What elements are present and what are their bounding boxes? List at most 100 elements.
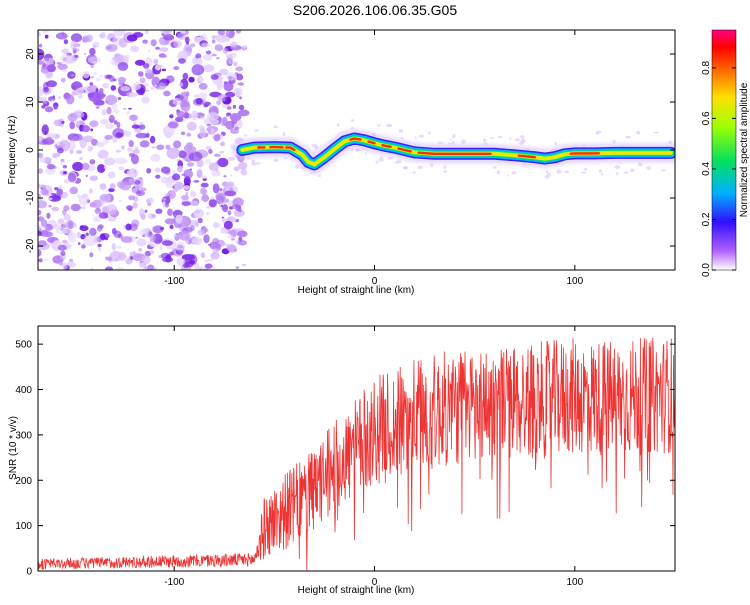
noise-blob bbox=[199, 128, 206, 138]
noise-blob bbox=[206, 51, 212, 55]
noise-dot bbox=[509, 138, 511, 140]
noise-blob bbox=[241, 169, 247, 176]
noise-blob bbox=[54, 187, 58, 190]
noise-dot bbox=[507, 175, 509, 177]
noise-blob bbox=[162, 198, 166, 201]
noise-blob bbox=[120, 182, 131, 191]
noise-blob bbox=[108, 172, 116, 179]
noise-blob bbox=[150, 243, 155, 246]
noise-blob bbox=[119, 38, 127, 48]
noise-blob bbox=[150, 87, 155, 91]
noise-blob bbox=[166, 179, 175, 189]
noise-dot bbox=[394, 162, 398, 164]
noise-blob bbox=[75, 121, 80, 126]
noise-blob bbox=[227, 106, 232, 110]
noise-blob bbox=[144, 83, 150, 87]
noise-dot bbox=[613, 140, 616, 144]
noise-dot bbox=[519, 142, 524, 145]
snr-y-label: SNR (10 * v/v) bbox=[8, 416, 19, 480]
noise-blob bbox=[99, 212, 108, 219]
noise-blob bbox=[182, 201, 191, 206]
noise-dot bbox=[599, 169, 602, 173]
noise-dot bbox=[284, 157, 288, 159]
noise-blob bbox=[187, 122, 197, 131]
noise-blob bbox=[140, 77, 146, 83]
noise-blob bbox=[219, 188, 223, 191]
noise-blob bbox=[135, 180, 141, 185]
ridge-peak bbox=[419, 153, 491, 154]
noise-dot bbox=[497, 170, 500, 174]
noise-dot bbox=[601, 173, 603, 175]
noise-blob bbox=[159, 246, 162, 249]
noise-blob bbox=[229, 31, 233, 35]
noise-blob bbox=[63, 171, 67, 174]
noise-blob bbox=[145, 210, 148, 213]
noise-blob bbox=[51, 193, 56, 195]
noise-blob bbox=[162, 240, 173, 246]
noise-blob bbox=[80, 206, 86, 209]
noise-blob bbox=[109, 75, 115, 82]
noise-blob bbox=[135, 237, 138, 239]
noise-blob bbox=[187, 162, 194, 167]
noise-blob bbox=[196, 98, 203, 104]
noise-blob bbox=[170, 225, 174, 229]
noise-dot bbox=[584, 168, 588, 171]
noise-blob bbox=[75, 88, 84, 95]
noise-blob bbox=[177, 32, 185, 40]
noise-dot bbox=[251, 160, 255, 163]
noise-blob bbox=[228, 210, 232, 215]
noise-blob bbox=[224, 221, 233, 230]
noise-blob bbox=[172, 173, 180, 180]
noise-blob bbox=[56, 32, 68, 39]
noise-blob bbox=[145, 69, 152, 74]
noise-blob bbox=[82, 125, 91, 132]
noise-blob bbox=[117, 246, 121, 249]
noise-blob bbox=[131, 84, 141, 90]
noise-blob bbox=[89, 228, 97, 236]
x-tick-label: -100 bbox=[164, 577, 184, 588]
y-tick-label: -20 bbox=[25, 238, 36, 253]
x-tick-label: -100 bbox=[164, 276, 184, 287]
noise-blob bbox=[185, 240, 189, 244]
noise-blob bbox=[43, 101, 48, 104]
noise-blob bbox=[201, 43, 210, 48]
noise-blob bbox=[192, 237, 203, 245]
noise-blob bbox=[139, 228, 148, 236]
noise-dot bbox=[581, 172, 587, 174]
noise-blob bbox=[96, 106, 99, 108]
noise-dot bbox=[493, 166, 497, 169]
noise-blob bbox=[51, 207, 59, 212]
noise-blob bbox=[90, 128, 93, 131]
noise-dot bbox=[254, 129, 258, 131]
noise-blob bbox=[84, 53, 87, 55]
noise-blob bbox=[71, 204, 81, 211]
noise-blob bbox=[211, 74, 219, 80]
noise-blob bbox=[239, 105, 245, 110]
noise-blob bbox=[231, 217, 237, 221]
noise-blob bbox=[99, 88, 104, 93]
noise-blob bbox=[184, 145, 193, 152]
noise-blob bbox=[41, 219, 47, 227]
noise-blob bbox=[116, 150, 121, 153]
noise-blob bbox=[136, 190, 145, 196]
x-tick-label: 100 bbox=[566, 577, 583, 588]
noise-blob bbox=[212, 54, 217, 57]
noise-blob bbox=[39, 198, 42, 201]
noise-blob bbox=[100, 183, 107, 190]
noise-blob bbox=[163, 34, 174, 40]
noise-blob bbox=[212, 39, 216, 43]
noise-blob bbox=[66, 94, 74, 104]
noise-blob bbox=[57, 219, 64, 225]
noise-blob bbox=[204, 104, 209, 107]
noise-blob bbox=[39, 44, 42, 48]
noise-blob bbox=[164, 194, 169, 197]
noise-blob bbox=[63, 165, 67, 168]
noise-blob bbox=[223, 175, 226, 177]
noise-blob bbox=[114, 89, 117, 92]
noise-blob bbox=[231, 238, 235, 241]
noise-blob bbox=[163, 91, 170, 97]
noise-blob bbox=[222, 204, 228, 212]
ridge-peak bbox=[519, 156, 535, 158]
noise-blob bbox=[130, 256, 132, 260]
